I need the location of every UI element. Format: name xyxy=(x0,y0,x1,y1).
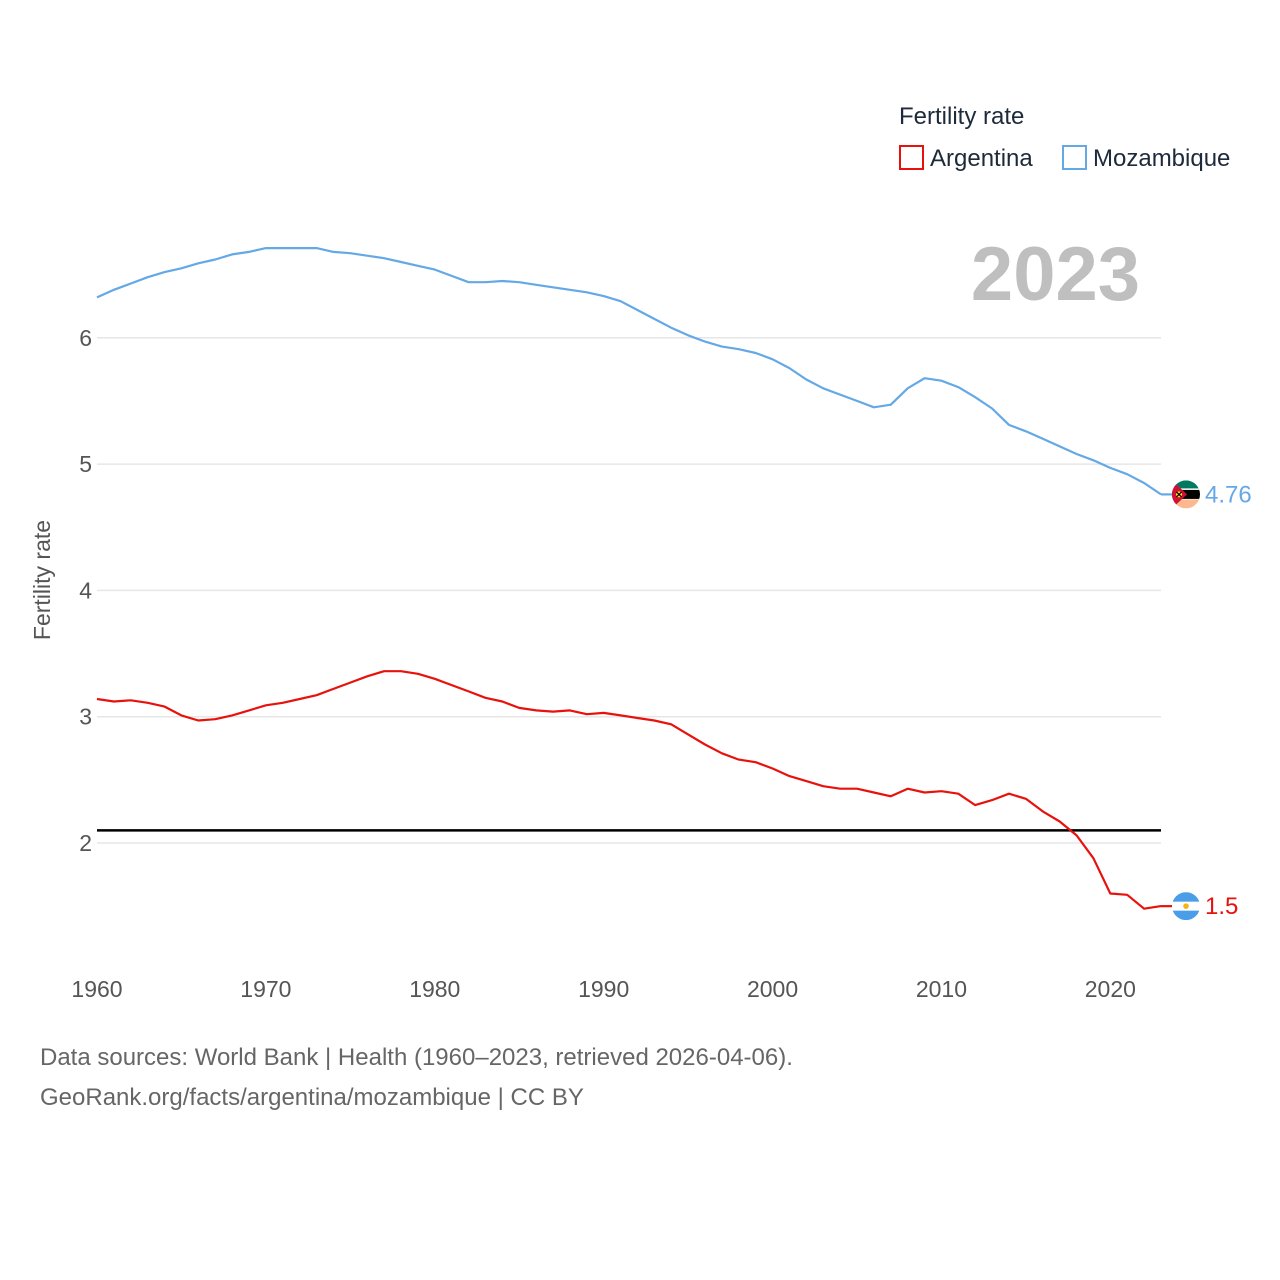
fertility-chart: 2 3 4 5 6 1960 1970 1980 1990 2000 2010 2020 Ferti… xyxy=(29,103,1252,1002)
y-axis-ticks: 2 3 4 5 6 xyxy=(79,325,92,856)
legend-label-argentina: Argentina xyxy=(930,145,1033,172)
end-value-mozambique: 4.76 xyxy=(1205,481,1252,508)
x-tick-label-1960: 1960 xyxy=(71,976,122,1002)
series-lines xyxy=(96,247,1172,910)
footer-sources: Data sources: World Bank | Health (1960–… xyxy=(40,1044,793,1071)
year-label: 2023 xyxy=(971,232,1140,317)
x-tick-label-1970: 1970 xyxy=(240,976,291,1002)
x-tick-label-2000: 2000 xyxy=(747,976,798,1002)
end-value-argentina: 1.5 xyxy=(1205,893,1238,920)
y-tick-label-3: 3 xyxy=(79,704,92,730)
y-tick-label-4: 4 xyxy=(79,577,92,603)
argentina-flag-icon xyxy=(1172,892,1200,921)
legend[interactable]: Fertility rate Argentina Mozambique xyxy=(899,103,1230,172)
legend-label-mozambique: Mozambique xyxy=(1093,145,1230,172)
legend-title: Fertility rate xyxy=(899,103,1024,130)
y-tick-label-5: 5 xyxy=(79,451,92,477)
x-tick-label-1980: 1980 xyxy=(409,976,460,1002)
x-axis-ticks: 1960 1970 1980 1990 2000 2010 2020 xyxy=(71,976,1136,1002)
x-tick-label-2010: 2010 xyxy=(916,976,967,1002)
footer-attribution[interactable]: GeoRank.org/facts/argentina/mozambique |… xyxy=(40,1084,584,1111)
series-line-mozambique[interactable] xyxy=(96,247,1162,496)
mozambique-flag-icon xyxy=(1172,480,1200,509)
y-tick-label-6: 6 xyxy=(79,325,92,351)
legend-swatch-mozambique xyxy=(1062,145,1087,170)
series-line-argentina[interactable] xyxy=(96,670,1162,910)
x-tick-label-1990: 1990 xyxy=(578,976,629,1002)
y-axis-title: Fertility rate xyxy=(29,520,55,640)
y-tick-label-2: 2 xyxy=(79,830,92,856)
x-tick-label-2020: 2020 xyxy=(1085,976,1136,1002)
legend-item-mozambique[interactable]: Mozambique xyxy=(1062,145,1230,172)
legend-item-argentina[interactable]: Argentina xyxy=(899,145,1033,172)
legend-swatch-argentina xyxy=(899,145,924,170)
gridlines xyxy=(97,337,1161,844)
